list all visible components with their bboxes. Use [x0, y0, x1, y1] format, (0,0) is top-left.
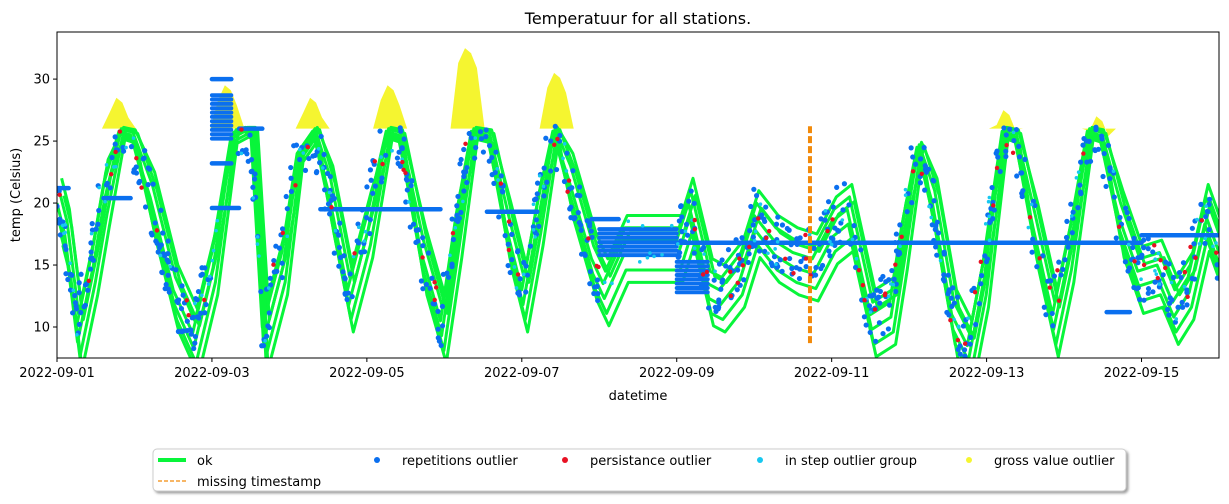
gross-value-peak-6	[988, 110, 1024, 130]
legend-label: missing timestamp	[197, 475, 321, 490]
legend-box	[152, 448, 1127, 492]
legend-label: gross value outlier	[994, 454, 1115, 469]
gross-value-peak-2	[295, 97, 330, 129]
x-axis: 2022-09-01 2022-09-03 2022-09-05 2022-09-07…	[19, 358, 1179, 381]
legend-swatch-dot	[374, 457, 380, 463]
x-tick-label-1: 2022-09-03	[174, 366, 250, 381]
legend-swatch-dot	[757, 457, 763, 463]
y-tick-label-4: 30	[33, 73, 50, 88]
plot-area	[57, 48, 1219, 358]
gross-value-peak-3	[373, 85, 408, 129]
x-tick-label-4: 2022-09-09	[639, 366, 715, 381]
plot-frame	[56, 31, 1220, 359]
legend-label: persistance outlier	[590, 454, 712, 469]
x-tick-label-6: 2022-09-13	[949, 366, 1025, 381]
y-tick-label-0: 10	[33, 321, 50, 336]
legend-label: repetitions outlier	[402, 454, 518, 469]
y-axis-label: temp (Celsius)	[9, 148, 24, 242]
legend-entry-1: repetitions outlier	[374, 454, 518, 469]
repetitions-block-0	[209, 93, 234, 141]
gross-value-peak-0	[101, 97, 137, 129]
x-tick-label-5: 2022-09-11	[794, 366, 870, 381]
repetitions-block-1	[597, 227, 679, 258]
repetitions-dots	[57, 123, 1219, 358]
gross-value-peak-7	[1081, 116, 1116, 137]
chart-title: Temperatuur for all stations.	[524, 9, 751, 28]
ok-station-line-5	[61, 135, 1219, 358]
legend-entry-0: ok	[158, 454, 213, 469]
gross-value-peak-5	[539, 72, 574, 129]
legend-swatch-dot	[562, 457, 568, 463]
x-tick-label-2: 2022-09-05	[329, 366, 405, 381]
legend-entry-4: gross value outlier	[966, 454, 1115, 469]
persistance-dots	[57, 127, 1219, 346]
gross-value-peak-4	[450, 48, 485, 129]
x-axis-label: datetime	[609, 389, 668, 404]
legend-entry-5: missing timestamp	[158, 475, 321, 490]
legend-entry-3: in step outlier group	[757, 454, 917, 469]
y-axis: 10 15 20 25 30	[33, 73, 57, 336]
legend-label: in step outlier group	[785, 454, 917, 469]
legend-entry-2: persistance outlier	[562, 454, 712, 469]
y-tick-label-1: 15	[33, 259, 50, 274]
legend: ok repetitions outlier persistance outlier…	[152, 448, 1127, 492]
x-tick-label-0: 2022-09-01	[19, 366, 95, 381]
legend-label: ok	[197, 454, 213, 469]
y-tick-label-3: 25	[33, 135, 50, 150]
y-tick-label-2: 20	[33, 197, 50, 212]
x-tick-label-3: 2022-09-07	[484, 366, 560, 381]
x-tick-label-7: 2022-09-15	[1104, 366, 1180, 381]
legend-swatch-dot	[966, 457, 972, 463]
